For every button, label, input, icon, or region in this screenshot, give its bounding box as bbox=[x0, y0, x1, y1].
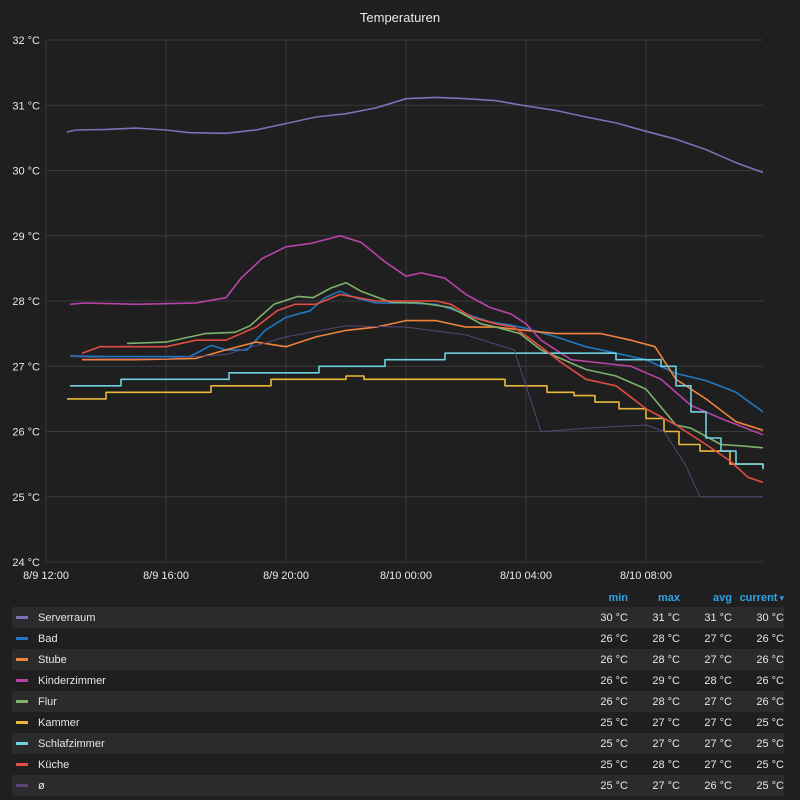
y-tick-label: 28 °C bbox=[12, 296, 40, 308]
legend-col-avg[interactable]: avg bbox=[713, 591, 732, 604]
legend-row[interactable]: Serverraum 30 °C 31 °C 31 °C 30 °C bbox=[12, 607, 784, 628]
legend-current-value: 25 °C bbox=[756, 779, 784, 792]
legend-max-value: 28 °C bbox=[652, 695, 680, 708]
series-line[interactable] bbox=[66, 96, 764, 174]
legend-min-value: 26 °C bbox=[600, 695, 628, 708]
caret-down-icon: ▾ bbox=[779, 592, 784, 603]
series-line[interactable] bbox=[82, 319, 764, 431]
legend-max-value: 27 °C bbox=[652, 737, 680, 750]
legend-series-name[interactable]: Bad bbox=[38, 632, 58, 645]
legend-min-value: 26 °C bbox=[600, 674, 628, 687]
legend-swatch[interactable] bbox=[16, 700, 28, 703]
legend-min-value: 30 °C bbox=[600, 611, 628, 624]
legend-max-value: 27 °C bbox=[652, 779, 680, 792]
x-tick-label: 8/10 04:00 bbox=[500, 570, 552, 582]
legend-current-value: 26 °C bbox=[756, 632, 784, 645]
legend-current-value: 30 °C bbox=[756, 611, 784, 624]
legend-row[interactable]: Küche 25 °C 28 °C 27 °C 25 °C bbox=[12, 754, 784, 775]
legend-series-name[interactable]: Schlafzimmer bbox=[38, 737, 105, 750]
legend-swatch[interactable] bbox=[16, 658, 28, 661]
legend-current-value: 26 °C bbox=[756, 674, 784, 687]
legend-row[interactable]: Stube 26 °C 28 °C 27 °C 26 °C bbox=[12, 649, 784, 670]
temperature-chart: 24 °C 25 °C 26 °C 27 °C 28 °C 29 °C 30 °C 31 °C… bbox=[12, 35, 764, 582]
legend-series-name[interactable]: Kinderzimmer bbox=[38, 674, 106, 687]
legend-series-name[interactable]: ø bbox=[38, 779, 45, 792]
legend-current-value: 26 °C bbox=[756, 695, 784, 708]
legend-swatch[interactable] bbox=[16, 784, 28, 787]
y-tick-label: 27 °C bbox=[12, 361, 40, 373]
legend-current-value: 25 °C bbox=[756, 758, 784, 771]
legend-swatch[interactable] bbox=[16, 679, 28, 682]
legend-max-value: 29 °C bbox=[652, 674, 680, 687]
y-tick-label: 30 °C bbox=[12, 166, 40, 178]
series-line[interactable] bbox=[70, 352, 764, 470]
chart-legend: min max avg current ▾ Serverraum 30 °C 31 °… bbox=[12, 588, 784, 796]
legend-swatch[interactable] bbox=[16, 721, 28, 724]
legend-max-value: 28 °C bbox=[652, 758, 680, 771]
chart-grid bbox=[45, 39, 763, 563]
legend-min-value: 25 °C bbox=[600, 758, 628, 771]
series-line[interactable] bbox=[81, 293, 764, 484]
legend-swatch[interactable] bbox=[16, 616, 28, 619]
x-tick-label: 8/9 12:00 bbox=[23, 570, 69, 582]
legend-max-value: 31 °C bbox=[652, 611, 680, 624]
x-tick-label: 8/10 00:00 bbox=[380, 570, 432, 582]
legend-series-name[interactable]: Flur bbox=[38, 695, 57, 708]
y-tick-label: 31 °C bbox=[12, 100, 40, 112]
series-line[interactable] bbox=[67, 375, 764, 468]
legend-row[interactable]: Schlafzimmer 25 °C 27 °C 27 °C 25 °C bbox=[12, 733, 784, 754]
legend-current-value: 25 °C bbox=[756, 737, 784, 750]
legend-col-max[interactable]: max bbox=[657, 591, 680, 604]
legend-row[interactable]: ø 25 °C 27 °C 26 °C 25 °C bbox=[12, 775, 784, 796]
legend-series-name[interactable]: Stube bbox=[38, 653, 67, 666]
legend-avg-value: 26 °C bbox=[704, 779, 732, 792]
x-tick-label: 8/9 16:00 bbox=[143, 570, 189, 582]
legend-avg-value: 27 °C bbox=[704, 716, 732, 729]
legend-col-current[interactable]: current ▾ bbox=[739, 591, 784, 604]
legend-current-value: 25 °C bbox=[756, 716, 784, 729]
legend-row[interactable]: Kammer 25 °C 27 °C 27 °C 25 °C bbox=[12, 712, 784, 733]
y-tick-label: 25 °C bbox=[12, 492, 40, 504]
series-line[interactable] bbox=[69, 235, 764, 436]
y-tick-label: 29 °C bbox=[12, 231, 40, 243]
legend-max-value: 27 °C bbox=[652, 716, 680, 729]
series-line[interactable] bbox=[69, 325, 763, 498]
legend-avg-value: 28 °C bbox=[704, 674, 732, 687]
legend-avg-value: 27 °C bbox=[704, 695, 732, 708]
legend-max-value: 28 °C bbox=[652, 632, 680, 645]
chart-title: Temperaturen bbox=[359, 10, 441, 25]
legend-min-value: 25 °C bbox=[600, 737, 628, 750]
series-line[interactable] bbox=[126, 281, 764, 449]
chart-series bbox=[66, 96, 764, 498]
legend-min-value: 26 °C bbox=[600, 653, 628, 666]
legend-min-value: 25 °C bbox=[600, 716, 628, 729]
x-tick-label: 8/9 20:00 bbox=[263, 570, 309, 582]
legend-row[interactable]: Flur 26 °C 28 °C 27 °C 26 °C bbox=[12, 691, 784, 712]
legend-series-name[interactable]: Serverraum bbox=[38, 611, 96, 624]
legend-row[interactable]: Bad 26 °C 28 °C 27 °C 26 °C bbox=[12, 628, 784, 649]
legend-avg-value: 27 °C bbox=[704, 737, 732, 750]
x-tick-label: 8/10 08:00 bbox=[620, 570, 672, 582]
y-tick-label: 26 °C bbox=[12, 427, 40, 439]
legend-series-name[interactable]: Küche bbox=[38, 758, 70, 771]
legend-avg-value: 27 °C bbox=[704, 653, 732, 666]
y-tick-label: 24 °C bbox=[12, 557, 40, 569]
legend-row[interactable]: Kinderzimmer 26 °C 29 °C 28 °C 26 °C bbox=[12, 670, 784, 691]
legend-swatch[interactable] bbox=[16, 637, 28, 640]
legend-avg-value: 27 °C bbox=[704, 758, 732, 771]
y-tick-label: 32 °C bbox=[12, 35, 40, 47]
legend-swatch[interactable] bbox=[16, 763, 28, 766]
legend-avg-value: 27 °C bbox=[704, 632, 732, 645]
legend-col-min[interactable]: min bbox=[608, 591, 628, 604]
legend-current-value: 26 °C bbox=[756, 653, 784, 666]
legend-min-value: 25 °C bbox=[600, 779, 628, 792]
legend-header: min max avg current ▾ bbox=[12, 588, 784, 607]
legend-swatch[interactable] bbox=[16, 742, 28, 745]
legend-series-name[interactable]: Kammer bbox=[38, 716, 80, 729]
legend-min-value: 26 °C bbox=[600, 632, 628, 645]
legend-max-value: 28 °C bbox=[652, 653, 680, 666]
chart-axes: 24 °C 25 °C 26 °C 27 °C 28 °C 29 °C 30 °C 31 °C… bbox=[12, 35, 672, 582]
legend-avg-value: 31 °C bbox=[704, 611, 732, 624]
